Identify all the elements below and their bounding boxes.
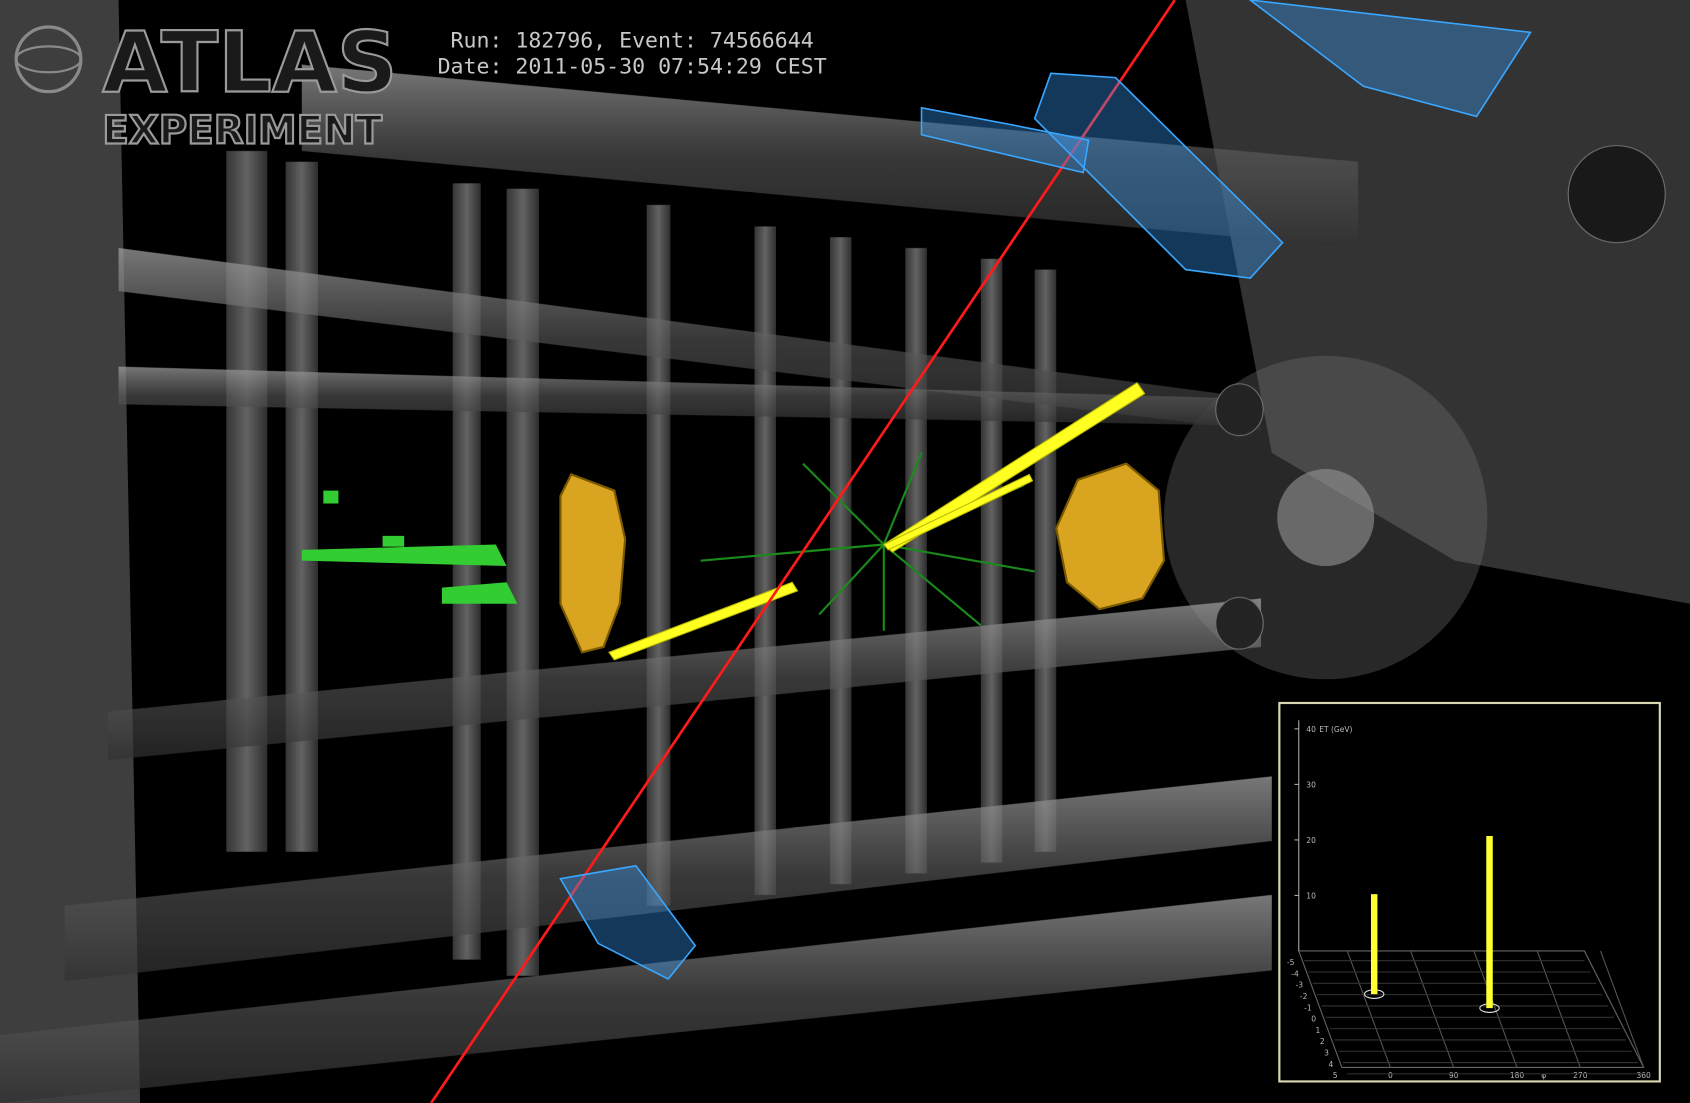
x-axis-label: φ xyxy=(1541,1071,1546,1080)
eta-tick-label: 2 xyxy=(1320,1037,1325,1046)
y-tick-label: 40 xyxy=(1306,725,1316,734)
x-tick-label: 0 xyxy=(1388,1071,1393,1080)
run-line: Run: 182796, Event: 74566644 xyxy=(451,28,814,53)
x-grid-line xyxy=(1346,950,1391,1068)
eta-tick-label: 4 xyxy=(1328,1060,1333,1069)
y-axis-label: ET (GeV) xyxy=(1319,725,1352,734)
eta-tick-label: -1 xyxy=(1304,1003,1312,1012)
eta-tick-label: -2 xyxy=(1300,992,1308,1001)
logo-bottom: EXPERIMENT xyxy=(102,108,382,153)
logo: ATLAS EXPERIMENT xyxy=(14,13,399,154)
eta-tick-label: 0 xyxy=(1311,1015,1316,1024)
y-tick-label: 10 xyxy=(1306,892,1316,901)
tracks xyxy=(700,452,1035,631)
muon-track xyxy=(430,0,1176,1103)
green-deposits xyxy=(301,490,518,604)
x-tick-label: 90 xyxy=(1449,1071,1459,1080)
endcap xyxy=(559,462,1166,654)
x-grid-line xyxy=(1536,950,1581,1068)
eta-tick-label: -3 xyxy=(1296,981,1304,990)
inset-frame xyxy=(1278,701,1661,1083)
jets xyxy=(608,382,1146,661)
logo-top: ATLAS xyxy=(102,14,397,112)
x-grid-line xyxy=(1410,950,1455,1068)
eta-tick-label: -4 xyxy=(1291,969,1299,978)
lego-plot: 10 20 30 40 ET (GeV) 0 90 180 270 360 φ -5 -4 -3 -2 -1 0… xyxy=(1278,701,1661,1083)
eta-tick-label: 1 xyxy=(1316,1026,1321,1035)
x-grid-line xyxy=(1600,950,1645,1068)
eta-tick-label: -5 xyxy=(1287,958,1295,967)
x-tick-label: 270 xyxy=(1573,1071,1588,1080)
muon-chambers xyxy=(559,0,1532,981)
x-grid-line xyxy=(1473,950,1518,1068)
x-tick-label: 360 xyxy=(1636,1071,1651,1080)
y-tick-label: 20 xyxy=(1306,836,1316,845)
eta-tick-label: 3 xyxy=(1324,1049,1329,1058)
date-line: Date: 2011-05-30 07:54:29 CEST xyxy=(438,54,827,79)
et-bar xyxy=(1370,894,1378,995)
eta-tick-label: 5 xyxy=(1333,1071,1338,1080)
et-bar xyxy=(1486,835,1493,1009)
y-tick-label: 30 xyxy=(1306,781,1316,790)
x-tick-label: 180 xyxy=(1510,1071,1525,1080)
